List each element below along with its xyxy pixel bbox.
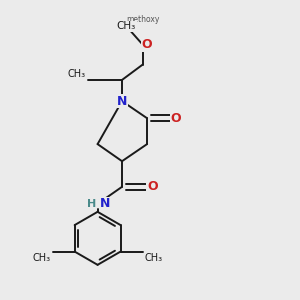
Text: O: O: [147, 180, 158, 193]
Text: N: N: [100, 197, 110, 210]
Text: CH₃: CH₃: [144, 253, 162, 263]
Text: N: N: [117, 94, 127, 108]
Text: CH₃: CH₃: [117, 21, 136, 31]
Text: methoxy: methoxy: [126, 15, 159, 24]
Text: CH₃: CH₃: [67, 69, 85, 79]
Text: CH₃: CH₃: [33, 253, 51, 263]
Text: O: O: [142, 38, 152, 51]
Text: H: H: [87, 199, 96, 209]
Text: O: O: [171, 112, 181, 125]
